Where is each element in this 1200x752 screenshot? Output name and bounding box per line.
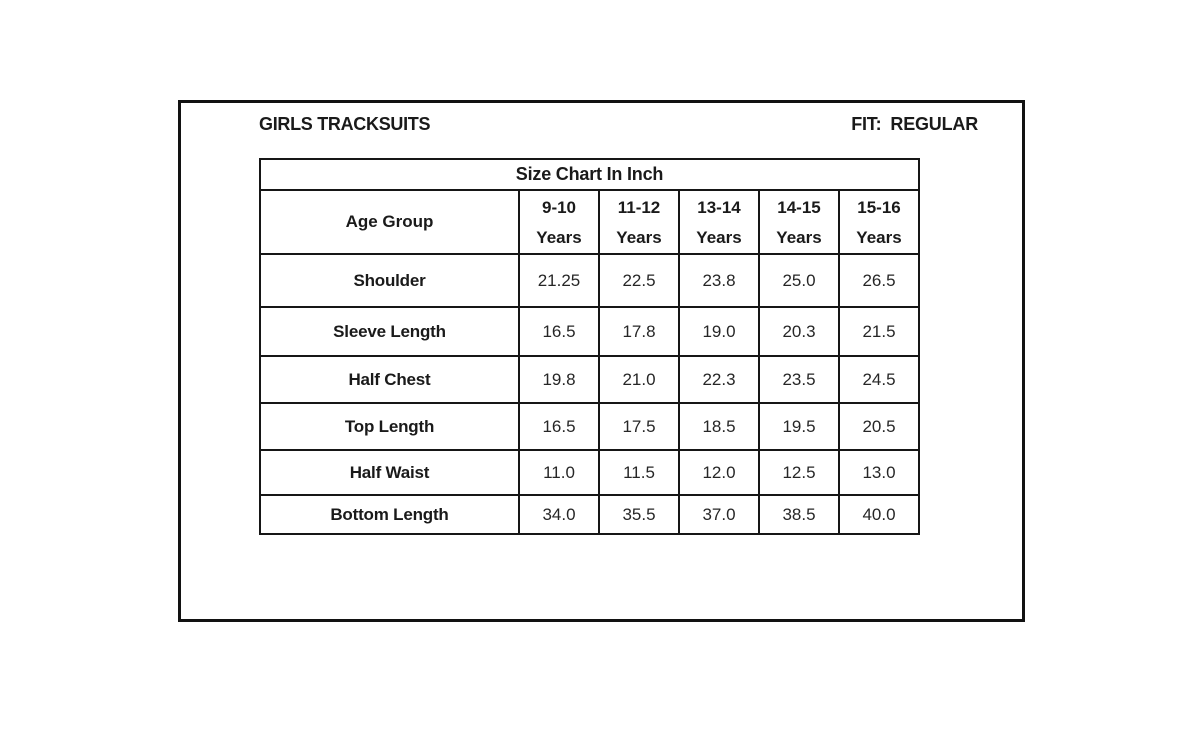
table-title-row: Size Chart In Inch — [259, 158, 920, 191]
size-cell: 38.5 — [758, 494, 840, 535]
fit-label: FIT: REGULAR — [851, 114, 978, 135]
age-unit: Years — [696, 228, 742, 247]
age-unit: Years — [536, 228, 582, 247]
size-cell: 18.5 — [678, 402, 760, 451]
product-title: GIRLS TRACKSUITS — [259, 114, 431, 134]
table-header-row: Age Group 9-10 Years 11-12 Years — [259, 189, 920, 255]
size-cell: 21.0 — [598, 355, 680, 404]
size-cell: 22.3 — [678, 355, 760, 404]
col-header-14-15: 14-15 Years — [758, 189, 840, 255]
size-chart-frame: GIRLS TRACKSUITS FIT: REGULAR Size Chart… — [178, 100, 1025, 622]
size-cell: 35.5 — [598, 494, 680, 535]
size-cell: 22.5 — [598, 253, 680, 308]
col-header-13-14: 13-14 Years — [678, 189, 760, 255]
fit-value: REGULAR — [890, 114, 978, 134]
size-cell: 19.0 — [678, 306, 760, 357]
age-range: 14-15 — [777, 198, 821, 217]
table-row-bottom-length: Bottom Length 34.0 35.5 37.0 38.5 40.0 — [259, 494, 920, 535]
fit-key: FIT: — [851, 114, 882, 134]
size-cell: 17.5 — [598, 402, 680, 451]
col-header-cell: 11-12 Years — [600, 192, 678, 252]
size-cell: 21.5 — [838, 306, 920, 357]
size-chart-table: Size Chart In Inch Age Group 9-10 Years … — [259, 158, 920, 535]
size-cell: 12.5 — [758, 449, 840, 496]
table-row-half-waist: Half Waist 11.0 11.5 12.0 12.5 13.0 — [259, 449, 920, 496]
frame-header: GIRLS TRACKSUITS FIT: REGULAR — [259, 114, 978, 135]
table-row-half-chest: Half Chest 19.8 21.0 22.3 23.5 24.5 — [259, 355, 920, 404]
age-range: 13-14 — [697, 198, 741, 217]
age-unit: Years — [856, 228, 902, 247]
age-unit: Years — [776, 228, 822, 247]
size-cell: 13.0 — [838, 449, 920, 496]
size-cell: 17.8 — [598, 306, 680, 357]
col-header-cell: 15-16 Years — [840, 192, 918, 252]
age-range: 11-12 — [617, 198, 661, 217]
col-header-cell: 13-14 Years — [680, 192, 758, 252]
col-header-9-10: 9-10 Years — [518, 189, 600, 255]
col-header-15-16: 15-16 Years — [838, 189, 920, 255]
row-label: Half Chest — [259, 355, 520, 404]
size-cell: 40.0 — [838, 494, 920, 535]
size-cell: 25.0 — [758, 253, 840, 308]
table-title: Size Chart In Inch — [259, 158, 920, 191]
col-header-11-12: 11-12 Years — [598, 189, 680, 255]
size-cell: 37.0 — [678, 494, 760, 535]
size-cell: 12.0 — [678, 449, 760, 496]
size-cell: 16.5 — [518, 306, 600, 357]
row-label: Bottom Length — [259, 494, 520, 535]
col-header-cell: 9-10 Years — [520, 192, 598, 252]
size-cell: 19.5 — [758, 402, 840, 451]
size-cell: 20.3 — [758, 306, 840, 357]
size-cell: 11.0 — [518, 449, 600, 496]
size-cell: 16.5 — [518, 402, 600, 451]
size-cell: 23.8 — [678, 253, 760, 308]
table-row-shoulder: Shoulder 21.25 22.5 23.8 25.0 26.5 — [259, 253, 920, 308]
table-row-sleeve-length: Sleeve Length 16.5 17.8 19.0 20.3 21.5 — [259, 306, 920, 357]
age-range: 9-10 — [541, 198, 577, 217]
table-row-top-length: Top Length 16.5 17.5 18.5 19.5 20.5 — [259, 402, 920, 451]
size-cell: 23.5 — [758, 355, 840, 404]
row-label: Shoulder — [259, 253, 520, 308]
row-label: Half Waist — [259, 449, 520, 496]
size-cell: 19.8 — [518, 355, 600, 404]
size-cell: 34.0 — [518, 494, 600, 535]
row-label: Top Length — [259, 402, 520, 451]
row-label: Sleeve Length — [259, 306, 520, 357]
size-cell: 11.5 — [598, 449, 680, 496]
age-unit: Years — [616, 228, 662, 247]
size-cell: 24.5 — [838, 355, 920, 404]
size-cell: 20.5 — [838, 402, 920, 451]
col-header-cell: 14-15 Years — [760, 192, 838, 252]
age-range: 15-16 — [857, 198, 901, 217]
size-cell: 26.5 — [838, 253, 920, 308]
size-cell: 21.25 — [518, 253, 600, 308]
age-group-header: Age Group — [259, 189, 520, 255]
